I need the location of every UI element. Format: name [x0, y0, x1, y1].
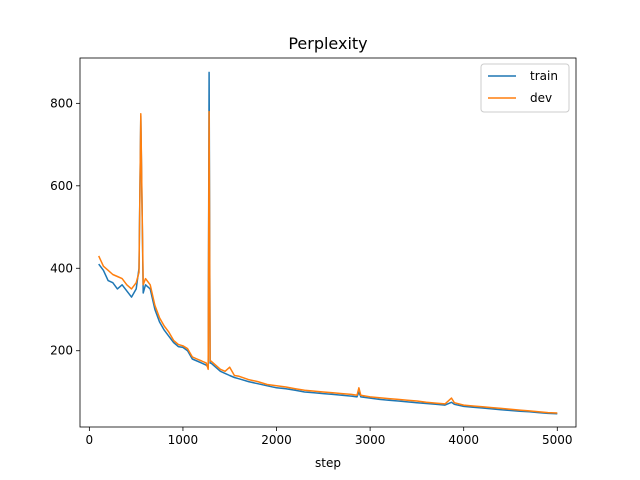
x-tick-label: 4000 [448, 433, 479, 447]
x-tick-label: 5000 [542, 433, 573, 447]
y-tick-label: 400 [50, 261, 73, 275]
y-axis-ticks: 200 400 600 800 [50, 96, 80, 358]
axes-frame [79, 57, 577, 428]
legend-label-train: train [530, 69, 558, 83]
x-tick-label: 0 [86, 433, 94, 447]
legend: train dev [480, 63, 570, 113]
chart-title: Perplexity [288, 34, 367, 53]
y-tick-label: 200 [50, 344, 73, 358]
x-tick-label: 3000 [355, 433, 386, 447]
y-tick-label: 800 [50, 96, 73, 110]
series-line-dev [98, 110, 558, 414]
legend-label-dev: dev [530, 91, 552, 105]
x-axis-ticks: 0 1000 2000 3000 4000 5000 [86, 427, 573, 447]
x-tick-label: 1000 [168, 433, 199, 447]
series-line-train [98, 71, 558, 415]
x-axis-label: step [315, 456, 341, 470]
x-tick-label: 2000 [261, 433, 292, 447]
plot-lines [98, 71, 558, 415]
y-tick-label: 600 [50, 179, 73, 193]
